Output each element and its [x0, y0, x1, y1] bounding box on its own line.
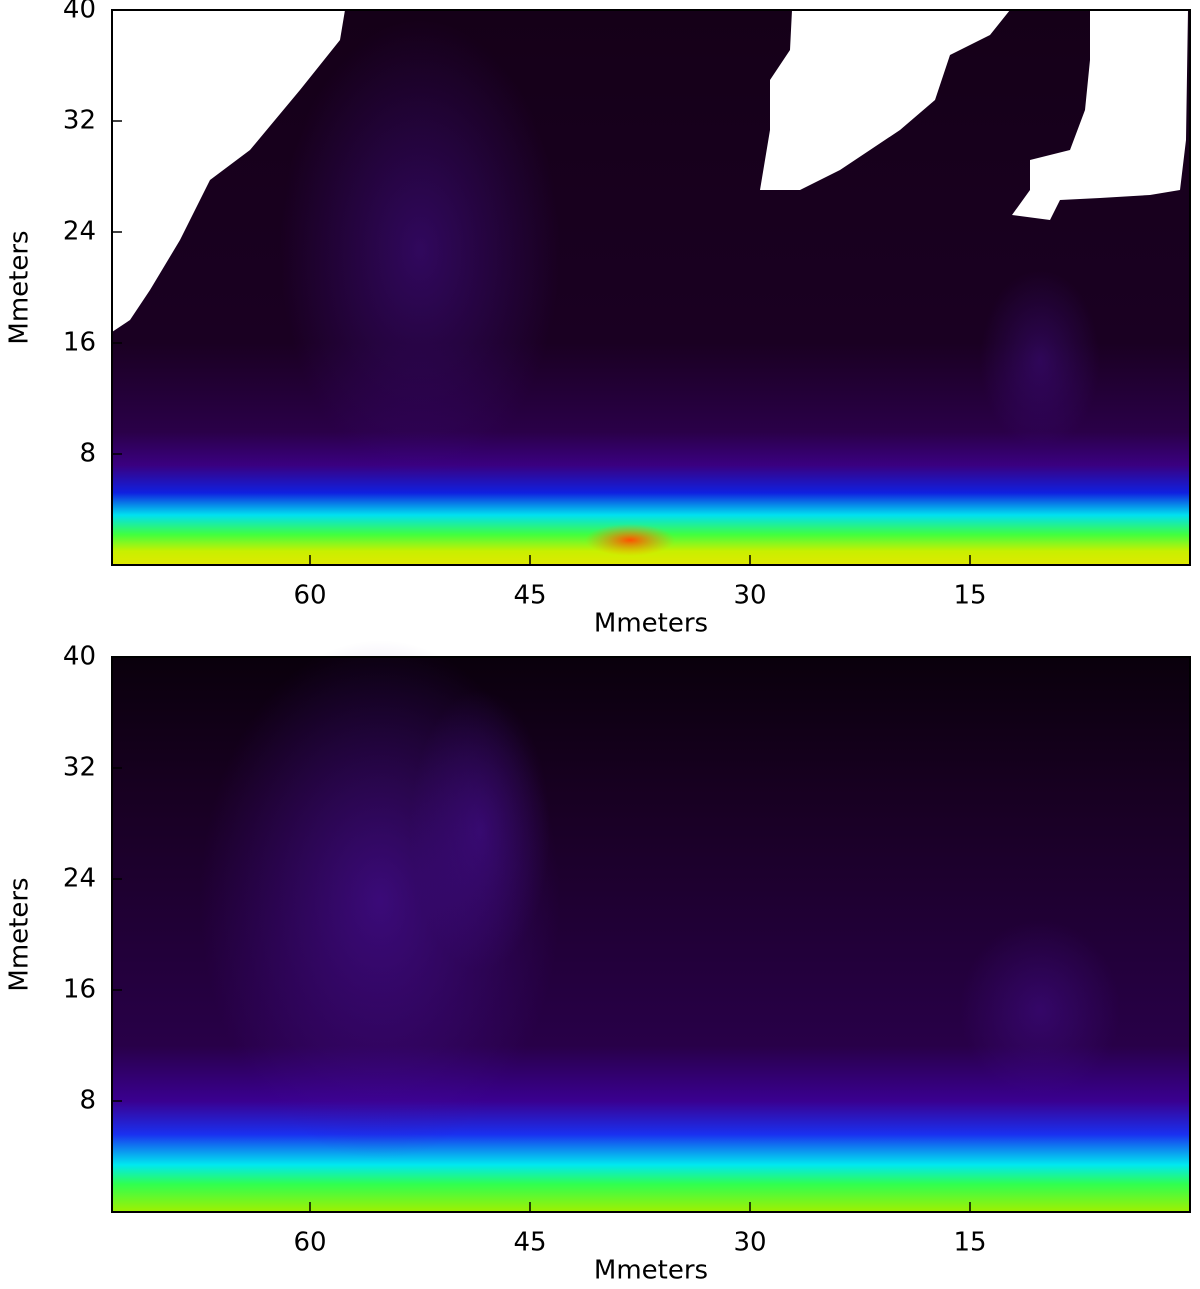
y-axis-title: Mmeters: [5, 877, 35, 991]
y-tick-label: 40: [63, 0, 96, 25]
x-tick-label: 30: [733, 1228, 766, 1258]
x-axis-title: Mmeters: [594, 1256, 708, 1286]
x-tick-label: 30: [733, 581, 766, 611]
x-axis-title: Mmeters: [594, 609, 708, 639]
y-tick-label: 32: [63, 753, 96, 783]
x-tick-label: 60: [293, 581, 326, 611]
x-tick-label: 15: [953, 1228, 986, 1258]
panel-2-field: [112, 640, 1190, 1212]
y-tick-label: 24: [63, 217, 96, 247]
plot-frame: [111, 9, 1191, 566]
x-tick-label: 45: [513, 1228, 546, 1258]
x-tick-label: 60: [293, 1228, 326, 1258]
y-tick-label: 24: [63, 864, 96, 894]
plot-frame: [111, 656, 1191, 1213]
x-tick-label: 15: [953, 581, 986, 611]
panel-1-field: [112, 10, 1190, 565]
y-axis-title: Mmeters: [5, 230, 35, 344]
y-tick-label: 16: [63, 975, 96, 1005]
y-tick-label: 8: [79, 439, 96, 469]
x-tick-label: 45: [513, 581, 546, 611]
y-tick-label: 40: [63, 642, 96, 672]
y-tick-label: 8: [79, 1086, 96, 1116]
y-tick-label: 32: [63, 106, 96, 136]
y-tick-label: 16: [63, 328, 96, 358]
